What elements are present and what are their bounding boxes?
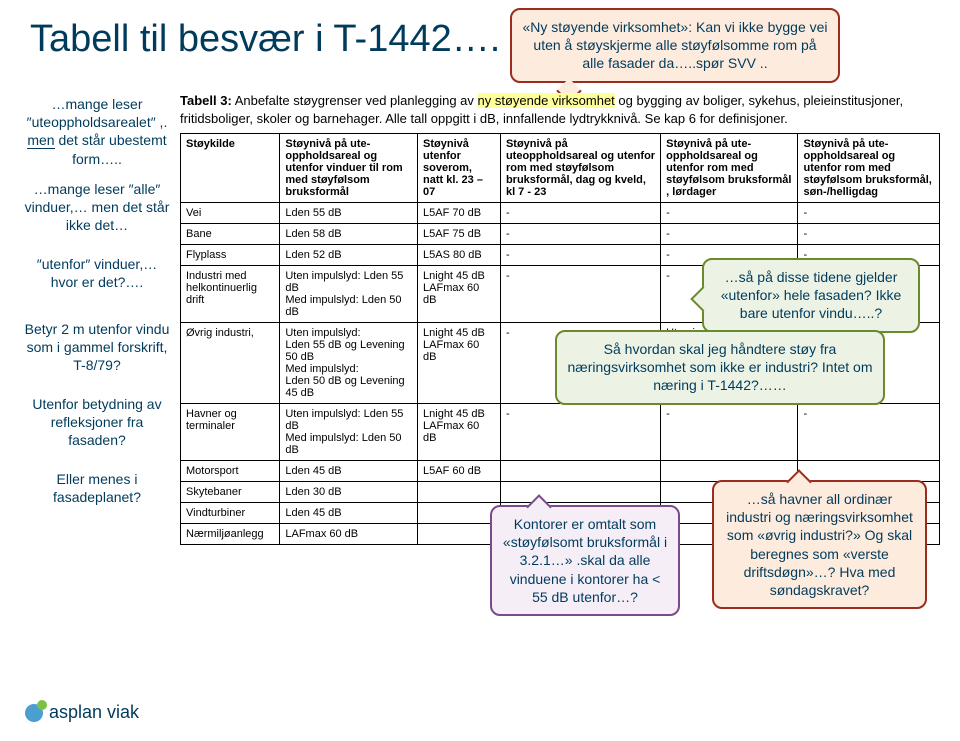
table-cell: Vei bbox=[181, 203, 280, 224]
table-cell: - bbox=[798, 203, 940, 224]
callout-red-2: …så havner all ordinær industri og nærin… bbox=[712, 480, 927, 609]
left-note-5: Utenfor betydning av refleksjoner fra fa… bbox=[22, 395, 172, 450]
table-cell: Øvrig industri, bbox=[181, 323, 280, 404]
table-cell: Flyplass bbox=[181, 245, 280, 266]
table-cell: Uten impulslyd: Lden 55 dB Med impulslyd… bbox=[280, 266, 418, 323]
table-cell: - bbox=[661, 224, 798, 245]
callout-purple: Kontorer er omtalt som «støyfølsomt bruk… bbox=[490, 505, 680, 616]
table-cell: L5AS 80 dB bbox=[418, 245, 501, 266]
table-header: Støynivå utenfor soverom, natt kl. 23 – … bbox=[418, 134, 501, 203]
table-cell: Bane bbox=[181, 224, 280, 245]
table-cell: Lden 55 dB bbox=[280, 203, 418, 224]
left-note-2: …mange leser ″alle″ vinduer,… men det st… bbox=[22, 180, 172, 235]
table-cell bbox=[798, 461, 940, 482]
table-cell: Lnight 45 dB LAFmax 60 dB bbox=[418, 266, 501, 323]
table-header: Støynivå på ute- oppholdsareal og utenfo… bbox=[798, 134, 940, 203]
table-cell: L5AF 75 dB bbox=[418, 224, 501, 245]
table-cell: Lnight 45 dB LAFmax 60 dB bbox=[418, 404, 501, 461]
left-note-3: ″utenfor″ vinduer,… hvor er det?…. bbox=[22, 255, 172, 291]
table-cell: Uten impulslyd: Lden 55 dB Med impulslyd… bbox=[280, 404, 418, 461]
table-cell: - bbox=[500, 224, 660, 245]
table-cell bbox=[500, 461, 660, 482]
table-row: VeiLden 55 dBL5AF 70 dB--- bbox=[181, 203, 940, 224]
table-header: Støynivå på uteoppholdsareal og utenfor … bbox=[500, 134, 660, 203]
table-cell: Nærmiljøanlegg bbox=[181, 524, 280, 545]
table-cell: - bbox=[798, 404, 940, 461]
left-note-4: Betyr 2 m utenfor vindu som i gammel for… bbox=[22, 320, 172, 375]
table-cell: - bbox=[500, 266, 660, 323]
table-row: MotorsportLden 45 dBL5AF 60 dB bbox=[181, 461, 940, 482]
table-caption: Tabell 3: Anbefalte støygrenser ved plan… bbox=[180, 92, 940, 127]
callout-top-red: «Ny støyende virksomhet»: Kan vi ikke by… bbox=[510, 8, 840, 83]
table-cell: Uten impulslyd: Lden 55 dB og Levening 5… bbox=[280, 323, 418, 404]
left-note-6: Eller menes i fasadeplanet? bbox=[22, 470, 172, 506]
table-header: Støynivå på ute-oppholdsareal og utenfor… bbox=[661, 134, 798, 203]
table-cell: Skytebaner bbox=[181, 482, 280, 503]
logo: asplan viak bbox=[25, 702, 139, 723]
table-cell: - bbox=[500, 245, 660, 266]
table-cell: - bbox=[661, 203, 798, 224]
table-cell bbox=[661, 461, 798, 482]
table-cell: Industri med helkontinuerlig drift bbox=[181, 266, 280, 323]
table-cell bbox=[418, 503, 501, 524]
table-cell: - bbox=[500, 404, 660, 461]
table-cell: Lden 45 dB bbox=[280, 461, 418, 482]
table-cell: Motorsport bbox=[181, 461, 280, 482]
table-row: BaneLden 58 dBL5AF 75 dB--- bbox=[181, 224, 940, 245]
logo-text: asplan viak bbox=[49, 702, 139, 723]
table-cell: - bbox=[500, 203, 660, 224]
table-cell: - bbox=[798, 224, 940, 245]
page-title: Tabell til besvær i T-1442…. bbox=[30, 18, 500, 61]
callout-green-1: …så på disse tidene gjelder «utenfor» he… bbox=[702, 258, 920, 333]
table-row: Havner og terminalerUten impulslyd: Lden… bbox=[181, 404, 940, 461]
table-cell: LAFmax 60 dB bbox=[280, 524, 418, 545]
table-cell bbox=[418, 524, 501, 545]
table-cell: Lnight 45 dB LAFmax 60 dB bbox=[418, 323, 501, 404]
table-cell: - bbox=[661, 404, 798, 461]
table-cell bbox=[418, 482, 501, 503]
table-cell: Lden 52 dB bbox=[280, 245, 418, 266]
table-cell: L5AF 70 dB bbox=[418, 203, 501, 224]
table-cell: Lden 58 dB bbox=[280, 224, 418, 245]
table-header: Støynivå på ute-oppholdsareal og utenfor… bbox=[280, 134, 418, 203]
logo-icon bbox=[25, 704, 43, 722]
table-header: Støykilde bbox=[181, 134, 280, 203]
table-cell: L5AF 60 dB bbox=[418, 461, 501, 482]
table-cell: Havner og terminaler bbox=[181, 404, 280, 461]
callout-green-2: Så hvordan skal jeg håndtere støy fra næ… bbox=[555, 330, 885, 405]
left-note-1: …mange leser ″uteoppholdsarealet″ ,. men… bbox=[22, 95, 172, 168]
table-cell bbox=[500, 482, 660, 503]
table-cell: Vindturbiner bbox=[181, 503, 280, 524]
table-cell: Lden 30 dB bbox=[280, 482, 418, 503]
table-cell: Lden 45 dB bbox=[280, 503, 418, 524]
